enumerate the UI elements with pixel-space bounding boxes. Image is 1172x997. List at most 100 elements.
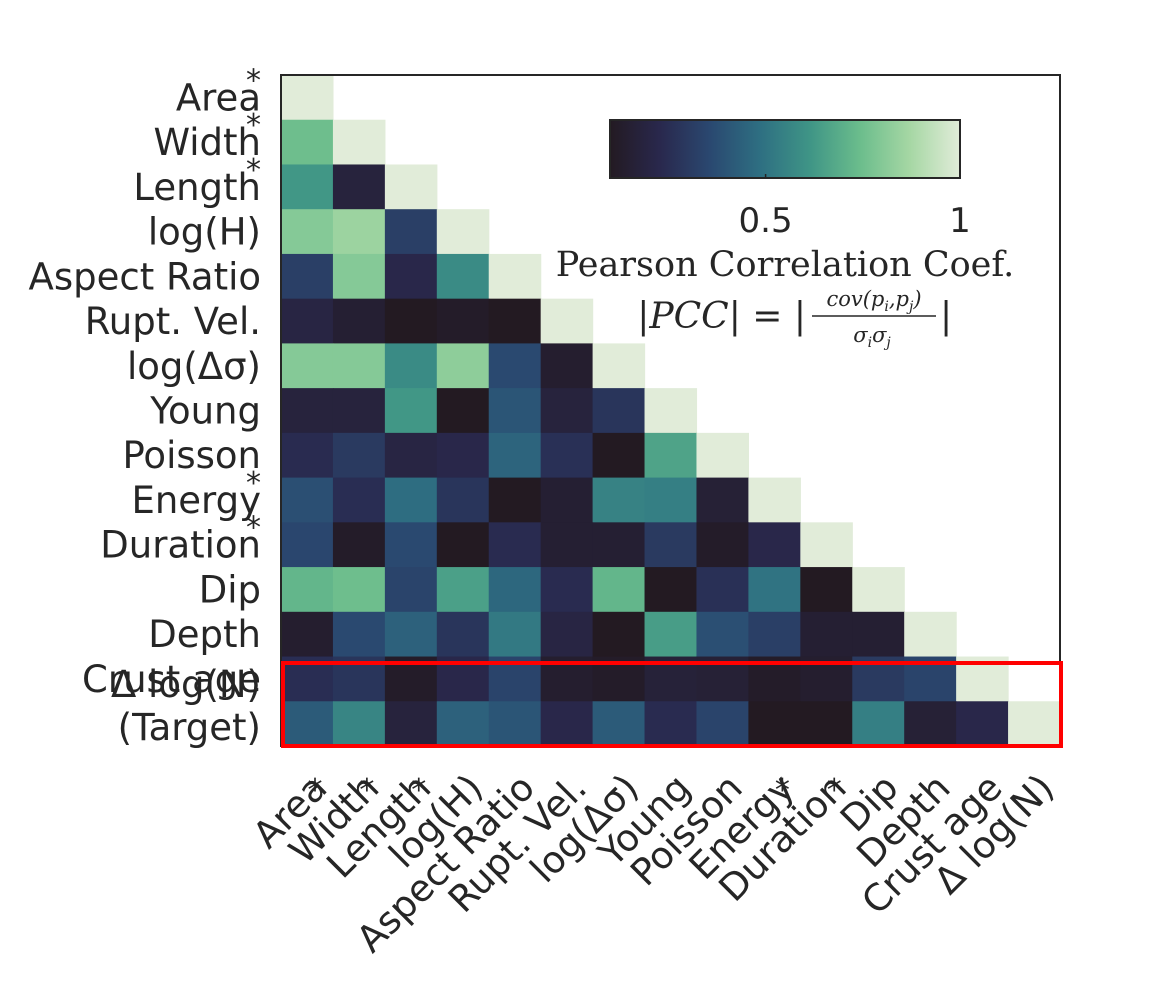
- heatmap-cell-energy-area: [281, 477, 334, 523]
- heatmap-cell-depth-area: [281, 611, 334, 658]
- heatmap-cell-length-length: [384, 164, 438, 210]
- row-label-dip: Dip: [199, 568, 261, 611]
- heatmap-cell-width-area: [281, 119, 334, 166]
- column-labels: Area*Width*Length*log(H)Aspect RatioRupt…: [245, 766, 1063, 961]
- heatmap-cell-aspect-ratio-log-h: [436, 253, 490, 300]
- heatmap-cell-energy-energy: [748, 477, 801, 523]
- heatmap-cell-duration-log-delta: [592, 522, 646, 568]
- heatmap-cell-log-delta-length: [384, 343, 438, 389]
- heatmap-cell-delta-log-n-area: [281, 701, 334, 747]
- heatmap-cell-log-h-area: [281, 209, 334, 255]
- heatmap-cell-aspect-ratio-length: [384, 253, 438, 300]
- heatmap-cell-rupt-vel-aspect-ratio: [488, 298, 542, 344]
- heatmap-cell-delta-log-n-duration: [800, 701, 853, 747]
- heatmap-cell-aspect-ratio-area: [281, 253, 334, 300]
- heatmap-cell-duration-width: [332, 522, 386, 568]
- row-label-log-delta: log(Δσ): [127, 345, 261, 388]
- formula-lhs: |PCC| = |: [637, 296, 806, 337]
- heatmap-cell-delta-log-n-energy: [748, 701, 801, 747]
- heatmap-cell-depth-depth: [904, 611, 957, 658]
- heatmap-cell-dip-area: [281, 567, 334, 613]
- row-label-rupt-vel: Rupt. Vel.: [85, 300, 261, 343]
- column-star-area: *: [308, 773, 323, 808]
- heatmap-cell-length-area: [281, 164, 334, 210]
- column-star-duration: *: [827, 773, 842, 808]
- heatmap-cell-log-h-length: [384, 209, 438, 255]
- heatmap-cell-poisson-young: [644, 432, 698, 479]
- heatmap-cell-energy-length: [384, 477, 438, 523]
- heatmap-cell-delta-log-n-poisson: [696, 701, 749, 747]
- heatmap-cell-dip-dip: [852, 567, 905, 613]
- column-star-width: *: [359, 773, 374, 808]
- heatmap-cell-dip-young: [644, 567, 698, 613]
- heatmap-cell-log-delta-log-h: [436, 343, 490, 389]
- pcc-formula: |PCC| = | cov(pi,pj) σiσj |: [637, 287, 952, 351]
- heatmap-cell-poisson-length: [384, 432, 438, 479]
- row-label-aspect-ratio: Aspect Ratio: [29, 255, 261, 298]
- heatmap-cell-log-delta-width: [332, 343, 386, 389]
- heatmap-cell-dip-log-delta: [592, 567, 646, 613]
- heatmap-cell-poisson-log-h: [436, 432, 490, 479]
- row-label-target: (Target): [118, 706, 261, 749]
- heatmap-cell-dip-length: [384, 567, 438, 613]
- heatmap-cell-energy-poisson: [696, 477, 749, 523]
- heatmap-cell-delta-log-n-length: [384, 701, 438, 747]
- heatmap-cell-energy-log-delta: [592, 477, 646, 523]
- heatmap-cell-depth-rupt-vel: [540, 611, 594, 658]
- row-label-length: Length: [133, 166, 261, 209]
- heatmap-cell-aspect-ratio-aspect-ratio: [488, 253, 542, 300]
- heatmap-cell-rupt-vel-width: [332, 298, 386, 344]
- heatmap-cell-delta-log-n-aspect-ratio: [488, 701, 542, 747]
- heatmap-cell-depth-energy: [748, 611, 801, 658]
- column-star-energy: *: [775, 773, 790, 808]
- heatmap-cell-young-aspect-ratio: [488, 388, 542, 434]
- heatmap-cell-log-delta-area: [281, 343, 334, 389]
- heatmap-cell-depth-length: [384, 611, 438, 658]
- heatmap-cell-log-h-width: [332, 209, 386, 255]
- row-star-duration: *: [246, 511, 261, 546]
- row-star-area: *: [246, 63, 261, 98]
- heatmap-cell-dip-rupt-vel: [540, 567, 594, 613]
- heatmap-cell-rupt-vel-rupt-vel: [540, 298, 594, 344]
- row-label-duration: Duration: [100, 524, 261, 567]
- heatmap-cell-log-delta-aspect-ratio: [488, 343, 542, 389]
- heatmap-cell-poisson-log-delta: [592, 432, 646, 479]
- heatmap-cell-depth-width: [332, 611, 386, 658]
- row-star-width: *: [246, 108, 261, 143]
- heatmap-cell-young-length: [384, 388, 438, 434]
- heatmap-cell-depth-dip: [852, 611, 905, 658]
- row-label-young: Young: [149, 390, 261, 433]
- heatmap-cell-poisson-rupt-vel: [540, 432, 594, 479]
- heatmap-cell-length-width: [332, 164, 386, 210]
- row-label-depth: Depth: [148, 613, 261, 656]
- heatmap-cell-young-log-delta: [592, 388, 646, 434]
- heatmap-cell-duration-poisson: [696, 522, 749, 568]
- heatmap-cell-depth-poisson: [696, 611, 749, 658]
- heatmap-cell-duration-area: [281, 522, 334, 568]
- heatmap-cell-rupt-vel-area: [281, 298, 334, 344]
- heatmap-cell-delta-log-n-width: [332, 701, 386, 747]
- heatmap-cell-rupt-vel-length: [384, 298, 438, 344]
- formula-denominator: σiσj: [853, 323, 891, 351]
- heatmap-cell-delta-log-n-rupt-vel: [540, 701, 594, 747]
- heatmap-cell-dip-width: [332, 567, 386, 613]
- row-label-energy: Energy: [131, 479, 261, 522]
- heatmap-cell-poisson-width: [332, 432, 386, 479]
- heatmap-cell-young-log-h: [436, 388, 490, 434]
- heatmap-cell-energy-width: [332, 477, 386, 523]
- formula-rhs: |: [940, 296, 952, 337]
- heatmap-cell-duration-duration: [800, 522, 853, 568]
- heatmap-cell-dip-poisson: [696, 567, 749, 613]
- heatmap-cell-rupt-vel-log-h: [436, 298, 490, 344]
- heatmap-cell-duration-length: [384, 522, 438, 568]
- heatmap-cell-young-area: [281, 388, 334, 434]
- heatmap-cell-log-delta-rupt-vel: [540, 343, 594, 389]
- column-star-length: *: [411, 773, 426, 808]
- heatmap-cell-duration-energy: [748, 522, 801, 568]
- heatmap-cell-energy-rupt-vel: [540, 477, 594, 523]
- heatmap-cell-energy-young: [644, 477, 698, 523]
- heatmap-cell-young-rupt-vel: [540, 388, 594, 434]
- heatmap-cell-young-width: [332, 388, 386, 434]
- heatmap-cell-aspect-ratio-width: [332, 253, 386, 300]
- heatmap-cell-width-width: [332, 119, 386, 166]
